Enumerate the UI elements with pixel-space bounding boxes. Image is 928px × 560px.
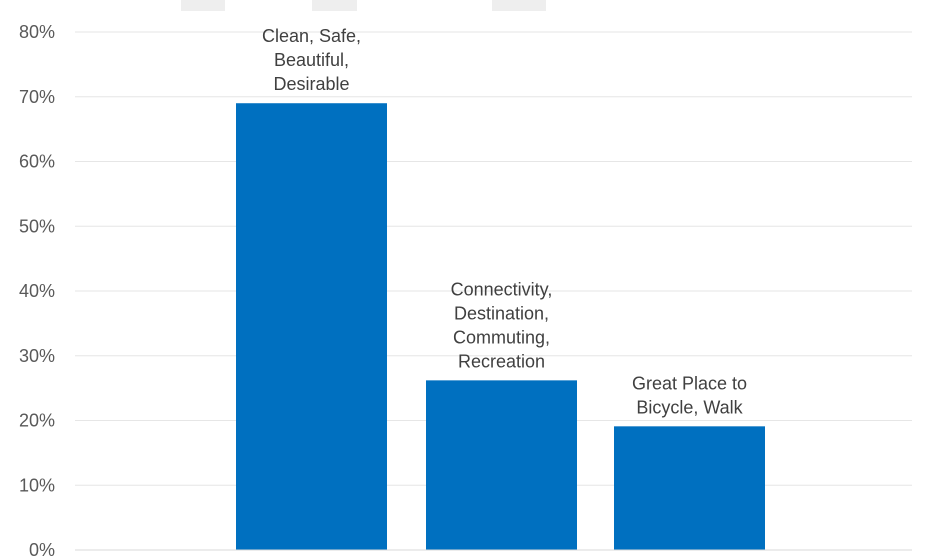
- gridlines: [75, 31, 912, 486]
- y-tick-label: 40%: [19, 281, 55, 301]
- y-tick-label: 20%: [19, 411, 55, 431]
- bar-data-label: Desirable: [273, 74, 349, 94]
- bar-data-label: Beautiful,: [274, 50, 349, 70]
- y-tick-label: 0%: [29, 540, 55, 560]
- bar-data-label: Recreation: [458, 351, 545, 371]
- bar-data-label: Great Place to: [632, 373, 747, 393]
- y-tick-label: 10%: [19, 475, 55, 495]
- legend-marker: [312, 0, 357, 11]
- y-tick-label: 50%: [19, 216, 55, 236]
- y-tick-label: 30%: [19, 346, 55, 366]
- bar: [426, 380, 577, 550]
- bar-data-label: Connectivity,: [451, 279, 553, 299]
- y-tick-label: 70%: [19, 87, 55, 107]
- bar-data-label: Clean, Safe,: [262, 26, 361, 46]
- bars: [236, 103, 765, 550]
- y-axis-tick-labels: 0% 10% 20% 30% 40% 50% 60% 70% 80%: [19, 22, 55, 560]
- bar-data-label: Bicycle, Walk: [636, 397, 743, 417]
- legend-marker: [181, 0, 225, 11]
- legend-marker: [492, 0, 546, 11]
- y-tick-label: 60%: [19, 152, 55, 172]
- legend: [181, 0, 546, 11]
- y-tick-label: 80%: [19, 22, 55, 42]
- bar: [614, 426, 765, 550]
- bar: [236, 103, 387, 550]
- bar-data-label: Commuting,: [453, 327, 550, 347]
- data-labels: Clean, Safe, Beautiful, Desirable Connectiv…: [262, 26, 747, 417]
- bar-data-label: Destination,: [454, 303, 549, 323]
